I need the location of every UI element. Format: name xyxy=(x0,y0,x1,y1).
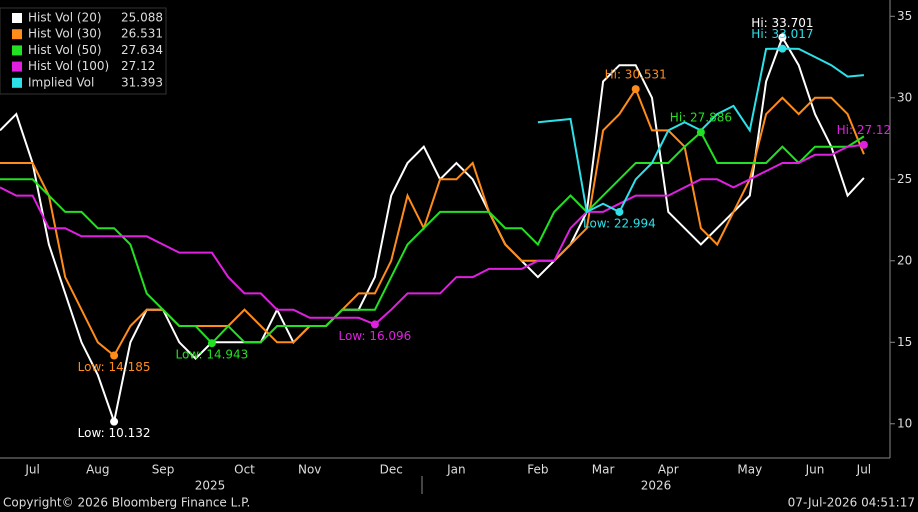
marker-dot xyxy=(207,339,216,348)
y-tick-label: 35 xyxy=(897,9,912,23)
marker-dot xyxy=(631,85,640,94)
marker-dot xyxy=(110,351,119,360)
marker-label: Hi: 27.12 xyxy=(837,123,892,137)
x-tick-label: Feb xyxy=(527,463,548,477)
marker-label: Hi: 33.017 xyxy=(751,27,813,41)
legend-value: 27.634 xyxy=(121,43,163,57)
series-line xyxy=(0,35,865,426)
marker-dot xyxy=(778,33,787,42)
x-tick-label: Dec xyxy=(380,463,403,477)
x-tick-label: Oct xyxy=(234,463,255,477)
legend-label: Hist Vol (50) xyxy=(28,43,102,57)
x-tick-label: Sep xyxy=(152,463,175,477)
marker-dot xyxy=(696,128,705,137)
year-label: 2025 xyxy=(195,479,226,493)
legend-box xyxy=(0,7,167,95)
marker-dot xyxy=(778,44,787,53)
year-label: 2026 xyxy=(641,479,672,493)
series-line xyxy=(0,130,865,345)
x-tick-label: Jun xyxy=(805,463,825,477)
x-tick-label: Apr xyxy=(658,463,679,477)
legend-label: Hist Vol (20) xyxy=(28,11,102,25)
series-line xyxy=(0,143,865,326)
marker-dot xyxy=(110,417,119,426)
legend-value: 27.12 xyxy=(121,59,155,73)
copyright: Copyright© 2026 Bloomberg Finance L.P. xyxy=(3,496,250,510)
marker-label: Hi: 33.701 xyxy=(751,16,813,30)
y-tick-label: 20 xyxy=(897,253,912,267)
marker-label: Hi: 30.531 xyxy=(605,68,667,82)
legend-value: 31.393 xyxy=(121,75,163,89)
x-tick-label: Jul xyxy=(856,463,871,477)
marker-label: Hi: 27.886 xyxy=(670,111,732,125)
x-tick-label: Mar xyxy=(592,463,615,477)
x-tick-label: Jul xyxy=(24,463,39,477)
legend-swatch xyxy=(12,77,22,88)
legend-label: Hist Vol (30) xyxy=(28,27,102,41)
x-tick-label: May xyxy=(737,463,762,477)
marker-label: Low: 10.132 xyxy=(78,426,151,440)
marker-label: Low: 22.994 xyxy=(583,216,656,230)
legend-label: Implied Vol xyxy=(28,75,94,89)
x-tick-label: Jan xyxy=(446,463,466,477)
x-tick-label: Aug xyxy=(86,463,109,477)
marker-label: Low: 16.096 xyxy=(338,329,411,343)
marker-dot xyxy=(370,320,379,329)
legend-swatch xyxy=(12,13,22,23)
timestamp: 07-Jul-2026 04:51:17 xyxy=(788,496,915,510)
legend-swatch xyxy=(12,61,22,72)
y-tick-label: 15 xyxy=(897,335,912,349)
x-tick-label: Nov xyxy=(298,463,321,477)
marker-dot xyxy=(859,140,868,149)
legend-swatch xyxy=(12,29,22,40)
legend-value: 26.531 xyxy=(121,27,163,41)
y-tick-label: 25 xyxy=(897,172,912,186)
y-tick-label: 30 xyxy=(897,90,912,104)
legend-value: 25.088 xyxy=(121,11,163,25)
y-tick-label: 10 xyxy=(897,416,912,430)
marker-label: Low: 14.943 xyxy=(175,348,248,362)
marker-label: Low: 14.185 xyxy=(78,360,151,374)
legend-swatch xyxy=(12,45,22,56)
legend-label: Hist Vol (100) xyxy=(28,59,109,73)
series-line xyxy=(0,86,865,358)
marker-dot xyxy=(615,207,624,216)
